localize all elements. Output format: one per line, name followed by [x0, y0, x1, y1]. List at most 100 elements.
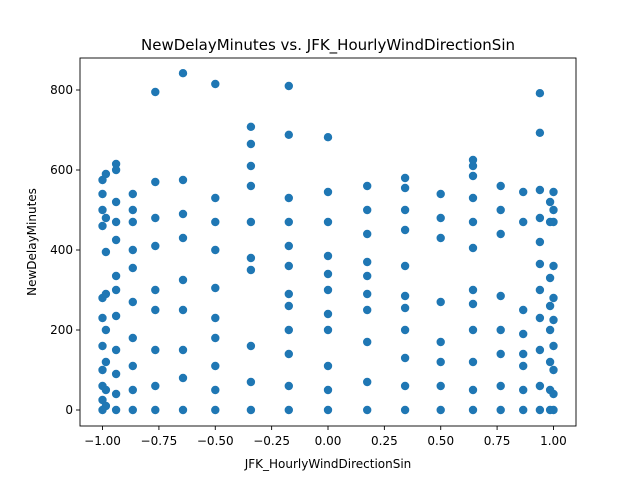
data-point	[519, 349, 528, 359]
data-point	[468, 161, 478, 171]
data-point	[535, 405, 545, 415]
data-point	[101, 357, 111, 367]
data-point	[284, 349, 293, 359]
data-point	[246, 405, 256, 415]
data-point	[496, 181, 505, 191]
data-point	[151, 213, 160, 223]
data-point	[111, 271, 121, 281]
data-point	[363, 405, 372, 415]
data-point	[211, 385, 220, 395]
x-tick-label: −0.50	[197, 434, 234, 448]
data-point	[128, 297, 137, 307]
data-point	[549, 389, 558, 399]
data-point	[436, 233, 445, 243]
data-point	[284, 261, 293, 271]
data-point	[178, 209, 188, 219]
data-point	[519, 361, 528, 371]
data-point	[323, 325, 333, 335]
data-point	[284, 325, 293, 335]
chart-title: NewDelayMinutes vs. JFK_HourlyWindDirect…	[141, 36, 515, 55]
x-tick-label: 0.50	[427, 434, 454, 448]
data-point	[519, 385, 528, 395]
data-point	[284, 381, 293, 391]
data-point	[535, 237, 545, 247]
data-point	[246, 341, 256, 351]
y-tick-label: 400	[50, 243, 73, 257]
data-point	[246, 253, 256, 263]
data-point	[400, 325, 410, 335]
x-tick-label: −1.00	[84, 434, 121, 448]
data-point	[468, 385, 478, 395]
y-tick-label: 200	[50, 323, 73, 337]
data-point	[468, 285, 478, 295]
data-point	[363, 181, 372, 191]
data-point	[535, 313, 545, 323]
data-point	[468, 299, 478, 309]
x-tick-label: 0.25	[371, 434, 398, 448]
data-point	[128, 217, 137, 227]
data-point	[400, 381, 410, 391]
data-point	[151, 241, 160, 251]
data-point	[128, 333, 137, 343]
data-point	[211, 193, 220, 203]
data-point	[363, 257, 372, 267]
data-point	[535, 285, 545, 295]
data-point	[545, 197, 555, 207]
data-point	[549, 293, 558, 303]
data-point	[468, 357, 478, 367]
data-point	[128, 385, 137, 395]
data-point	[111, 159, 121, 169]
data-point	[323, 251, 333, 261]
data-point	[496, 229, 505, 239]
data-point	[178, 275, 188, 285]
data-point	[400, 261, 410, 271]
data-point	[128, 189, 137, 199]
y-tick-label: 600	[50, 163, 73, 177]
data-point	[111, 311, 121, 321]
data-point	[535, 128, 545, 137]
data-point	[519, 305, 528, 315]
data-point	[400, 205, 410, 215]
data-point	[111, 165, 121, 175]
data-point	[549, 205, 558, 215]
data-point	[363, 229, 372, 239]
data-point	[284, 130, 293, 139]
data-point	[400, 173, 410, 183]
data-point	[535, 213, 545, 223]
data-point	[468, 155, 478, 165]
data-point	[246, 181, 256, 191]
data-point	[211, 333, 220, 343]
data-point	[323, 385, 333, 395]
data-point	[284, 217, 293, 227]
data-point	[323, 217, 333, 227]
data-point	[468, 405, 478, 415]
data-point	[284, 301, 293, 311]
data-point	[496, 349, 505, 359]
data-point	[468, 217, 478, 227]
data-point	[178, 233, 188, 243]
data-point	[111, 345, 121, 355]
data-point	[151, 87, 160, 97]
x-axis-label: JFK_HourlyWindDirectionSin	[244, 457, 412, 471]
data-point	[151, 177, 160, 187]
y-axis-ticks: 0 200 400 600 800	[50, 83, 80, 417]
data-point	[323, 285, 333, 295]
data-point	[496, 325, 505, 335]
data-point	[400, 405, 410, 415]
y-axis-label: NewDelayMinutes	[25, 188, 39, 296]
data-point	[323, 133, 333, 142]
data-point	[246, 161, 256, 171]
data-point	[535, 345, 545, 355]
data-point	[98, 221, 107, 231]
data-point	[211, 405, 220, 415]
data-point	[151, 305, 160, 315]
x-tick-label: 0.00	[315, 434, 342, 448]
data-point	[111, 235, 121, 245]
data-point	[111, 369, 121, 379]
data-point	[178, 345, 188, 355]
data-point	[178, 373, 188, 383]
data-point	[549, 405, 558, 415]
data-point	[436, 213, 445, 223]
data-point	[519, 217, 528, 227]
x-tick-label: 0.75	[484, 434, 511, 448]
